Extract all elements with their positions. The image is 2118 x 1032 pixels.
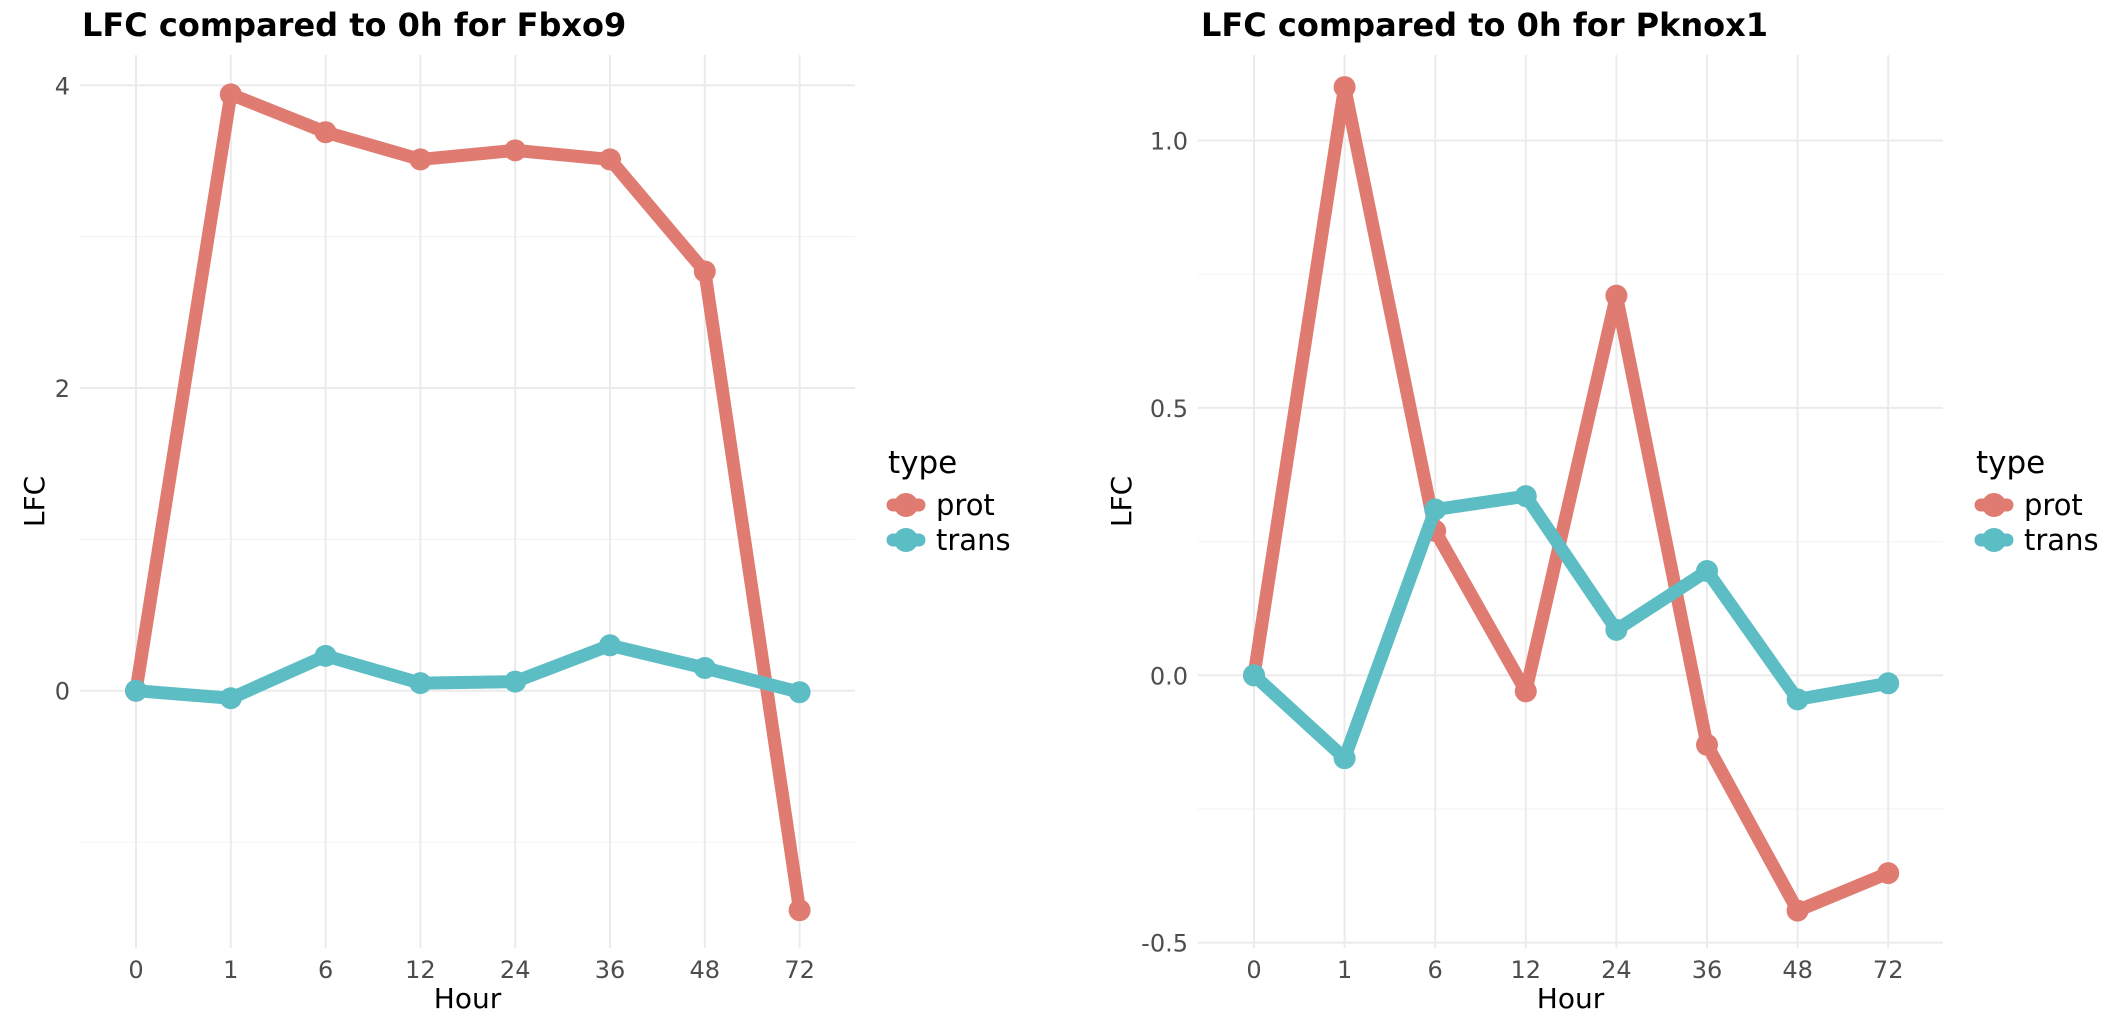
gridlines	[80, 55, 855, 948]
series-line-prot	[129, 87, 807, 917]
gridlines	[1198, 55, 1943, 948]
x-tick-label: 6	[1428, 956, 1443, 984]
y-tick-label: 2	[55, 375, 70, 403]
x-tick-label: 0	[128, 956, 143, 984]
x-tick-label: 48	[1782, 956, 1813, 984]
data-point-prot	[1696, 733, 1718, 756]
x-tick-label: 1	[1337, 956, 1352, 984]
data-point-trans	[1514, 485, 1537, 508]
chart-title: LFC compared to 0h for Pknox1	[1201, 6, 1768, 44]
legend-label-trans: trans	[2024, 523, 2099, 557]
x-axis-title: Hour	[434, 982, 502, 1015]
legend-title: type	[1976, 445, 2045, 481]
x-tick-label: 72	[1873, 956, 1904, 984]
data-point-trans	[1786, 688, 1809, 711]
data-point-trans	[693, 656, 716, 679]
data-point-prot	[409, 148, 432, 171]
x-axis-title: Hour	[1537, 982, 1605, 1015]
data-point-trans	[1877, 672, 1900, 695]
x-tick-label: 24	[1601, 956, 1632, 984]
data-point-prot	[1333, 76, 1356, 99]
data-point-prot	[1605, 284, 1628, 307]
series-trans	[1243, 485, 1900, 770]
data-point-trans	[1696, 560, 1718, 583]
legend-key-point	[1982, 493, 2006, 517]
chart-title: LFC compared to 0h for Fbxo9	[82, 6, 626, 44]
y-axis-title: LFC	[18, 476, 51, 527]
data-point-trans	[504, 670, 527, 693]
legend-label-prot: prot	[936, 488, 995, 522]
y-tick-label: 0	[55, 678, 70, 706]
y-tick-label: 4	[55, 72, 70, 100]
series-prot	[1243, 76, 1900, 922]
x-tick-label: 24	[500, 956, 531, 984]
legend-key-point	[894, 493, 918, 517]
data-point-trans	[788, 681, 811, 704]
data-point-prot	[599, 148, 621, 171]
x-tick-label: 36	[1692, 956, 1723, 984]
series-line-prot	[1247, 80, 1895, 918]
series-line-trans	[1247, 489, 1895, 765]
x-tick-label: 0	[1246, 956, 1261, 984]
x-tick-label: 36	[595, 956, 626, 984]
legend-label-prot: prot	[2024, 488, 2083, 522]
x-tick-label: 48	[690, 956, 721, 984]
data-point-prot	[1786, 899, 1809, 922]
data-point-trans	[1424, 498, 1447, 521]
data-point-trans	[314, 644, 337, 667]
data-point-prot	[693, 260, 716, 283]
y-tick-label: 0.5	[1150, 395, 1188, 423]
legend-title: type	[888, 445, 957, 481]
data-point-trans	[599, 634, 621, 657]
series-prot	[125, 83, 811, 922]
legend-key-point	[894, 528, 918, 552]
x-tick-label: 12	[1511, 956, 1542, 984]
data-point-trans	[1243, 664, 1265, 687]
series-trans	[125, 634, 811, 710]
data-point-prot	[788, 899, 811, 922]
data-point-trans	[409, 672, 432, 695]
data-point-trans	[1605, 618, 1628, 641]
legend-label-trans: trans	[936, 523, 1011, 557]
data-point-trans	[125, 679, 147, 702]
x-tick-label: 1	[223, 956, 238, 984]
y-axis-title: LFC	[1105, 476, 1138, 527]
data-point-prot	[314, 121, 337, 144]
legend-key-point	[1982, 528, 2006, 552]
data-point-trans	[1333, 747, 1356, 770]
data-point-trans	[219, 687, 242, 710]
series-line-trans	[129, 638, 807, 705]
data-point-prot	[1877, 862, 1900, 885]
data-point-prot	[504, 139, 527, 162]
data-point-prot	[1514, 680, 1537, 703]
x-tick-label: 6	[318, 956, 333, 984]
y-tick-label: -0.5	[1141, 930, 1188, 958]
x-tick-label: 12	[405, 956, 436, 984]
y-tick-label: 1.0	[1150, 128, 1188, 156]
x-tick-label: 72	[784, 956, 815, 984]
chart-panel-2: LFC compared to 0h for Pknox1 -0.5 0.0 0.5 1…	[1105, 6, 2099, 1015]
y-tick-label: 0.0	[1150, 662, 1188, 690]
data-point-prot	[219, 83, 242, 106]
